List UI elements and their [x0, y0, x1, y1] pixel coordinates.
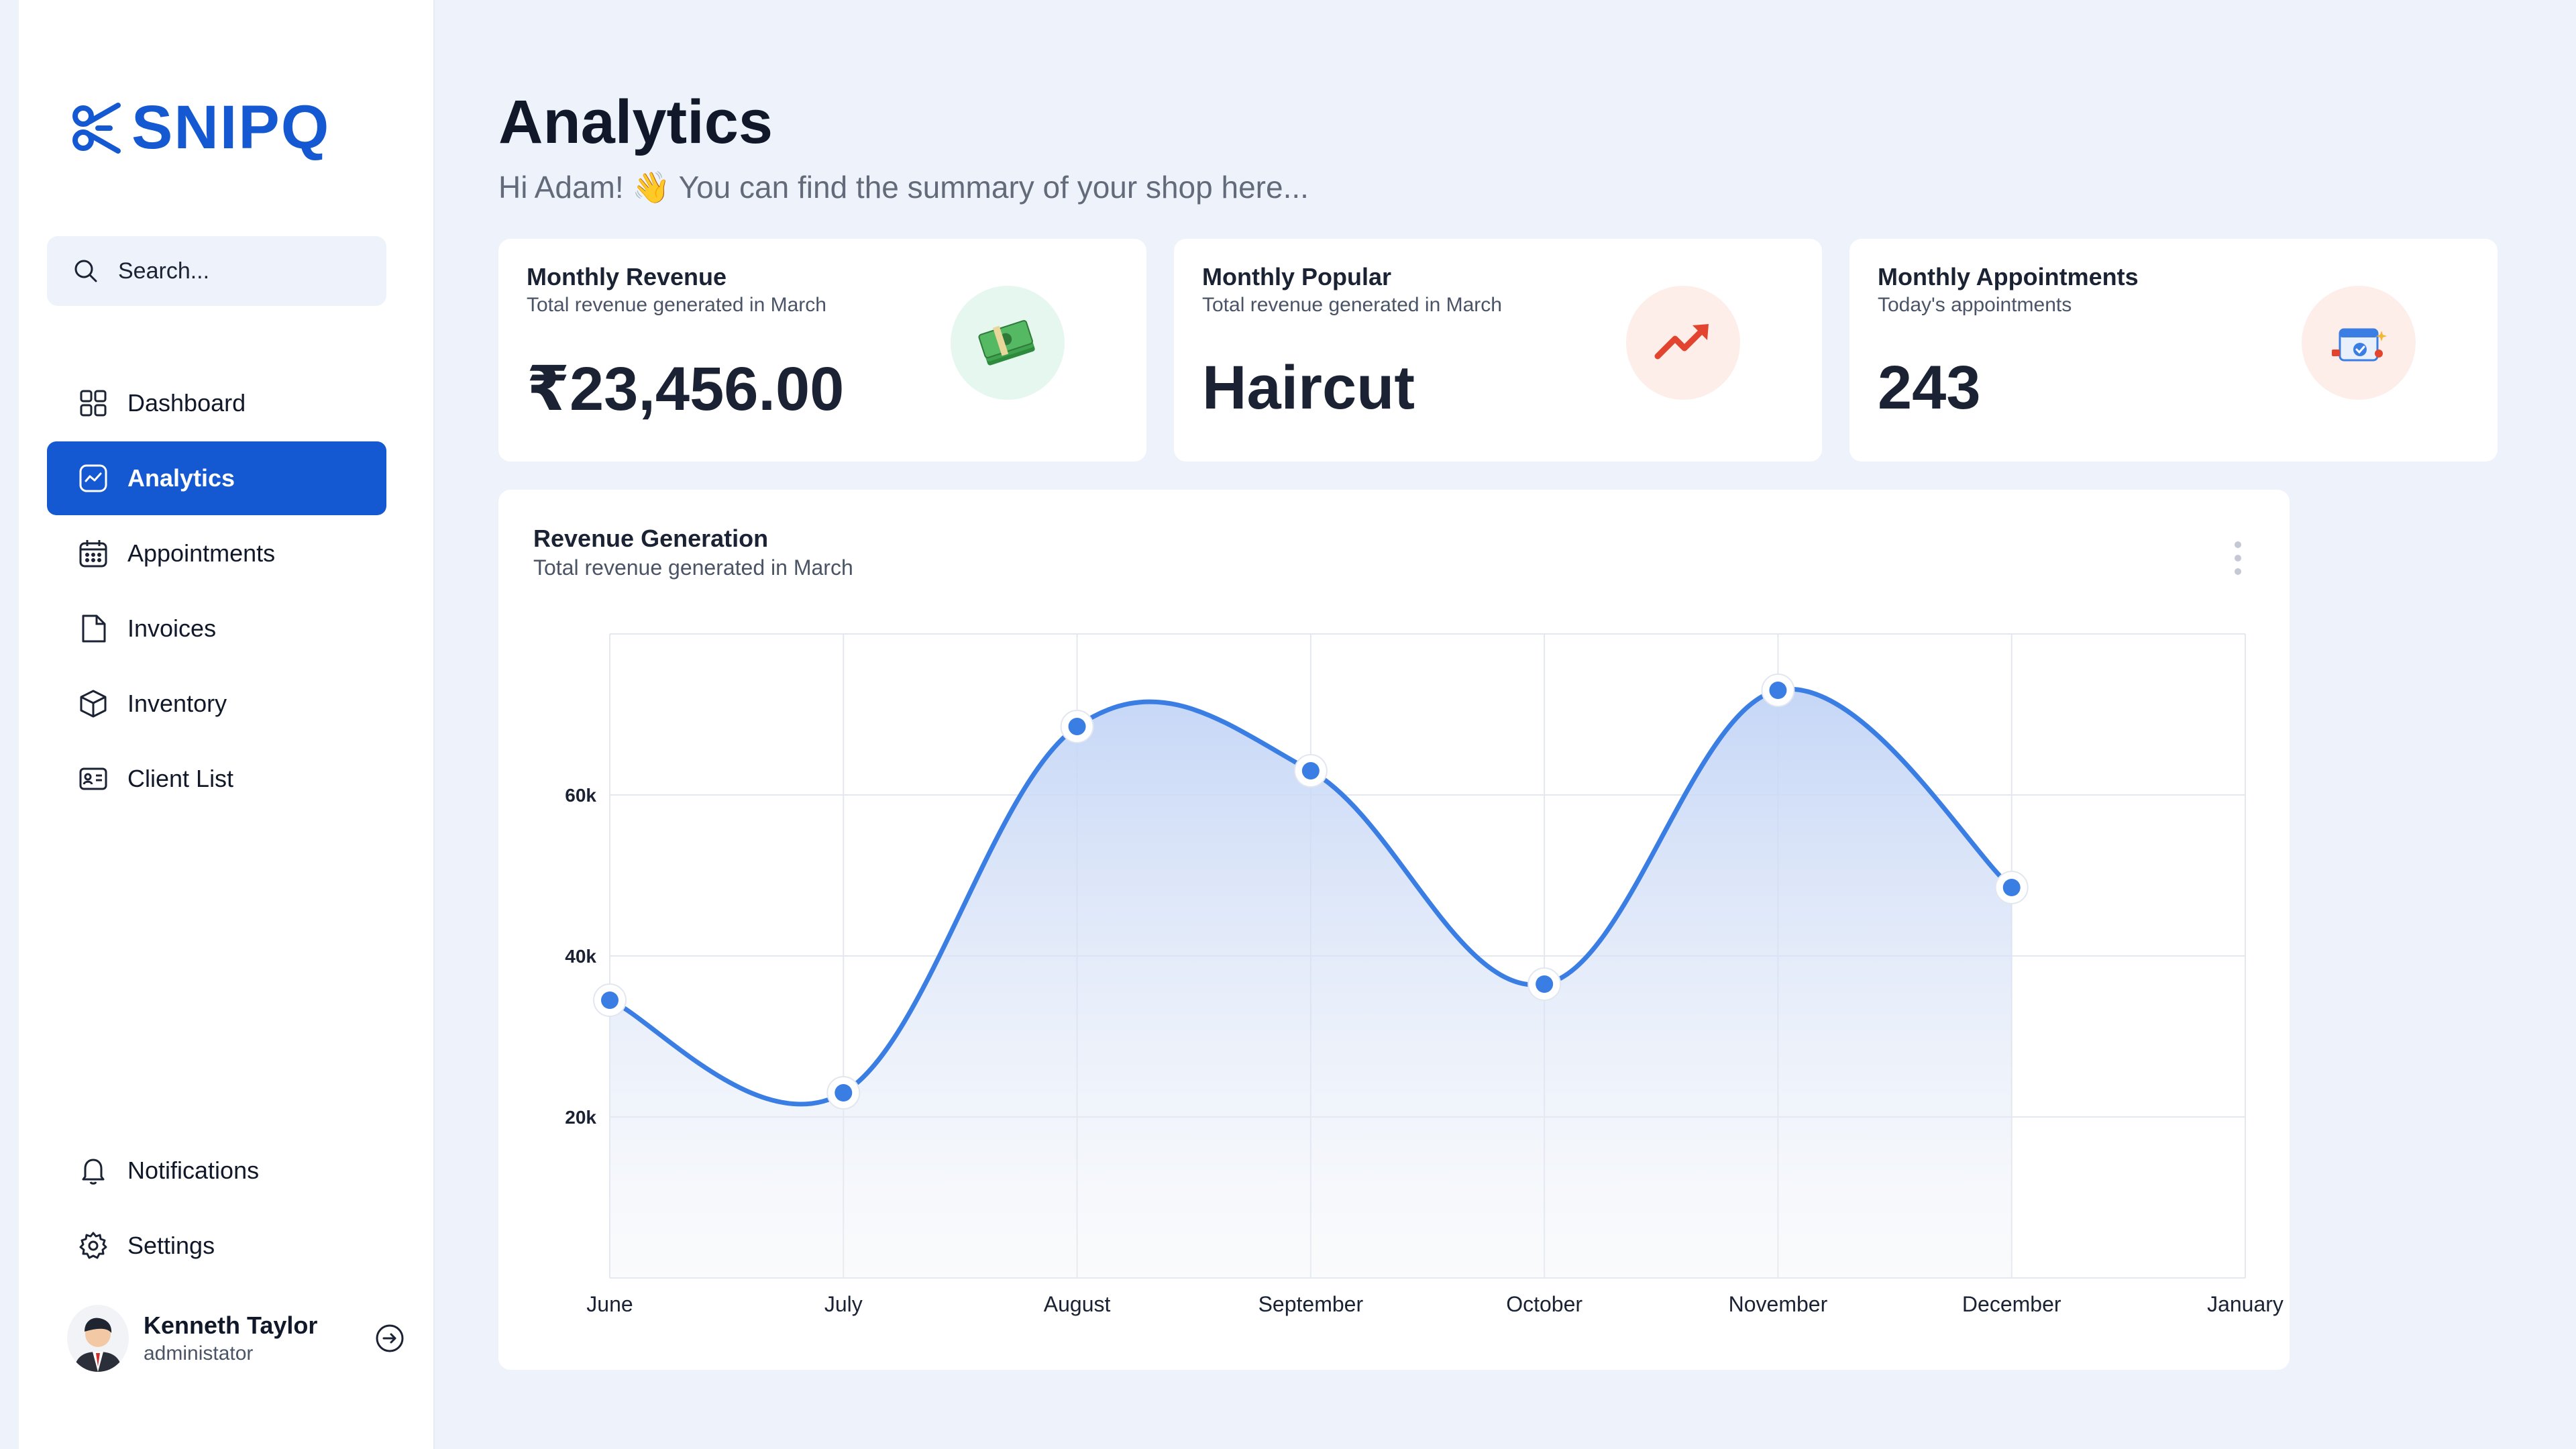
card-icon-wrap [2302, 286, 2416, 400]
card-monthly-appointments: Monthly Appointments Today's appointment… [1849, 239, 2498, 462]
nav-label-appointments: Appointments [127, 539, 276, 567]
secondary-nav: Notifications Settings [47, 1134, 386, 1284]
data-point [601, 991, 619, 1009]
box-icon [78, 688, 109, 719]
nav-label-client-list: Client List [127, 765, 234, 792]
avatar [67, 1305, 129, 1372]
nav-item-notifications[interactable]: Notifications [47, 1134, 386, 1208]
y-tick-label: 40k [565, 946, 596, 967]
nav-item-client-list[interactable]: Client List [47, 742, 386, 816]
logo[interactable]: SNIPQ [71, 93, 330, 163]
more-options-icon[interactable] [2231, 538, 2245, 578]
revenue-area [610, 689, 2012, 1278]
x-tick-label: August [1044, 1292, 1111, 1316]
nav-item-invoices[interactable]: Invoices [47, 592, 386, 665]
sidebar: SNIPQ Dashboard [19, 0, 435, 1449]
data-point [1301, 762, 1320, 780]
card-title: Monthly Appointments [1878, 263, 2139, 290]
card-value: 243 [1878, 354, 1981, 422]
bell-icon [78, 1155, 109, 1186]
nav-label-inventory: Inventory [127, 690, 227, 717]
card-icon-wrap [1626, 286, 1740, 400]
chart-title: Revenue Generation [533, 525, 769, 552]
nav-label-notifications: Notifications [127, 1157, 260, 1184]
data-point [835, 1084, 853, 1102]
grid-icon [78, 388, 109, 419]
nav-item-dashboard[interactable]: Dashboard [47, 366, 386, 440]
nav-item-settings[interactable]: Settings [47, 1209, 386, 1283]
user-profile[interactable]: Kenneth Taylor administator [67, 1301, 416, 1375]
revenue-chart-card: Revenue Generation Total revenue generat… [498, 490, 2290, 1370]
data-point [1068, 718, 1086, 735]
y-tick-label: 20k [565, 1107, 596, 1128]
search-icon [74, 260, 97, 282]
user-role: administator [144, 1342, 254, 1364]
trending-up-icon [1654, 324, 1709, 360]
id-card-icon [78, 763, 109, 794]
nav-label-settings: Settings [127, 1232, 215, 1259]
file-icon [78, 613, 109, 644]
analytics-icon [78, 463, 109, 494]
nav-item-analytics[interactable]: Analytics [47, 441, 386, 515]
x-tick-label: November [1729, 1292, 1828, 1316]
card-monthly-revenue: Monthly Revenue Total revenue generated … [498, 239, 1146, 462]
page-subtitle: Hi Adam! 👋 You can find the summary of y… [498, 170, 1309, 205]
x-tick-label: July [824, 1292, 863, 1316]
nav-label-dashboard: Dashboard [127, 389, 246, 417]
calendar-check-icon [2332, 328, 2387, 362]
card-monthly-popular: Monthly Popular Total revenue generated … [1174, 239, 1822, 462]
card-subtitle: Today's appointments [1878, 294, 2072, 316]
x-tick-label: September [1258, 1292, 1364, 1316]
chart-subtitle: Total revenue generated in March [533, 555, 853, 580]
x-tick-label: October [1506, 1292, 1582, 1316]
card-subtitle: Total revenue generated in March [1202, 294, 1502, 316]
card-value: ₹23,456.00 [527, 355, 845, 423]
logo-text: SNIPQ [131, 93, 331, 162]
page-title: Analytics [498, 88, 773, 156]
card-subtitle: Total revenue generated in March [527, 294, 826, 316]
y-tick-label: 60k [565, 785, 596, 806]
search-box[interactable] [47, 236, 386, 306]
nav-item-inventory[interactable]: Inventory [47, 667, 386, 741]
data-point [1536, 975, 1554, 993]
x-tick-label: January [2207, 1292, 2284, 1316]
nav-item-appointments[interactable]: Appointments [47, 517, 386, 590]
data-point [2002, 879, 2021, 896]
logout-icon[interactable] [374, 1323, 405, 1354]
card-value: Haircut [1202, 354, 1415, 422]
card-title: Monthly Revenue [527, 263, 727, 290]
nav-label-analytics: Analytics [127, 464, 235, 492]
card-title: Monthly Popular [1202, 263, 1391, 290]
main-nav: Dashboard Analytics [47, 366, 386, 817]
data-point [1769, 682, 1787, 699]
x-tick-label: June [586, 1292, 633, 1316]
nav-label-invoices: Invoices [127, 614, 217, 642]
revenue-chart: 20k 40k 60k June July August September October N… [565, 633, 2284, 1316]
calendar-icon [78, 538, 109, 569]
card-icon-wrap [951, 286, 1065, 400]
scissors-logo-icon [72, 102, 121, 154]
user-name: Kenneth Taylor [144, 1311, 318, 1339]
search-input[interactable] [117, 257, 361, 285]
user-info: Kenneth Taylor administator [144, 1311, 317, 1365]
x-tick-label: December [1962, 1292, 2061, 1316]
money-icon [978, 320, 1035, 366]
gear-icon [78, 1230, 109, 1261]
